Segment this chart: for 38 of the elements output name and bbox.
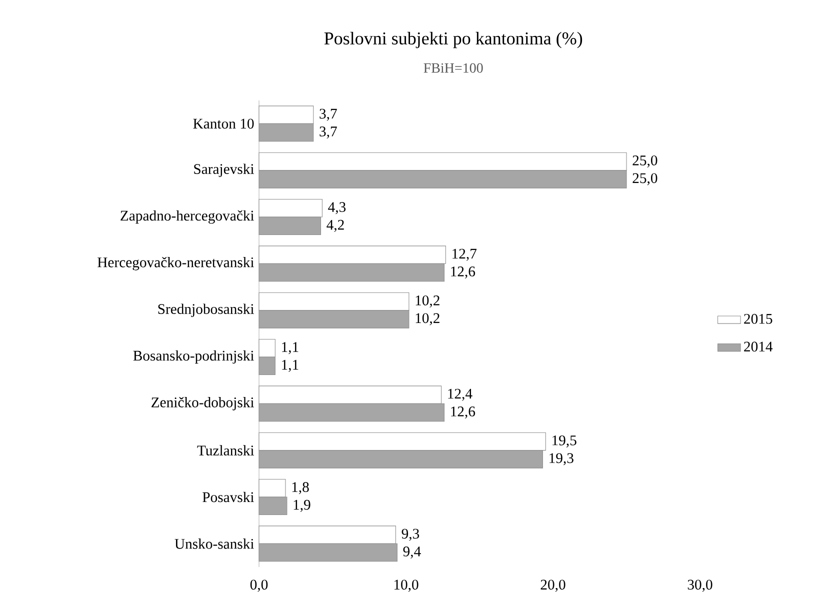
y-tick-label: Posavski [202,492,254,502]
y-tick-label: Unsko-sanski [174,538,254,549]
legend-label: 2015 [744,314,772,324]
y-tick-label: Bosansko-podrinjski [133,350,254,364]
data-label: 9,3 [402,528,420,541]
data-label: 3,7 [320,108,337,121]
legend-label: 2014 [744,342,773,352]
data-label: 4,3 [328,202,346,214]
x-tick-label: 0,0 [250,580,268,592]
chart-title: Poslovni subjekti po kantonima (%) [324,32,582,48]
data-label: 19,5 [552,435,576,448]
data-label: 1,9 [294,500,310,512]
data-label: 12,4 [448,388,472,401]
y-tick-label: Sarajevski [194,164,254,177]
data-label: 1,1 [282,360,298,372]
data-label: 3,7 [320,126,337,139]
x-tick-label: 10,0 [394,580,418,592]
x-tick-label: 30,0 [688,580,712,592]
y-tick-label: Zeničko-dobojski [152,396,254,410]
x-tick-label: 20,0 [540,580,566,592]
y-tick-label: Srednjobosanski [158,304,254,317]
data-label: 25,0 [632,173,658,186]
data-label: 10,2 [416,295,440,308]
data-label: 1,8 [292,482,309,494]
data-label: 12,6 [451,266,476,279]
y-tick-label: Hercegovačko-neretvanski [98,256,254,270]
data-label: 25,0 [632,155,658,168]
data-label: 19,3 [550,453,574,466]
data-label: 10,2 [416,313,440,326]
y-tick-label: Zapadno-hercegovački [120,210,254,224]
data-label: 4,2 [326,220,344,232]
y-tick-label: Kanton 10 [193,118,254,129]
data-label: 12,6 [451,406,476,419]
chart-subtitle: FBiH=100 [424,63,483,73]
data-label: 9,4 [403,546,421,559]
data-label: 1,1 [282,342,298,354]
data-label: 12,7 [452,248,477,261]
y-tick-label: Tuzlanski [197,445,254,456]
